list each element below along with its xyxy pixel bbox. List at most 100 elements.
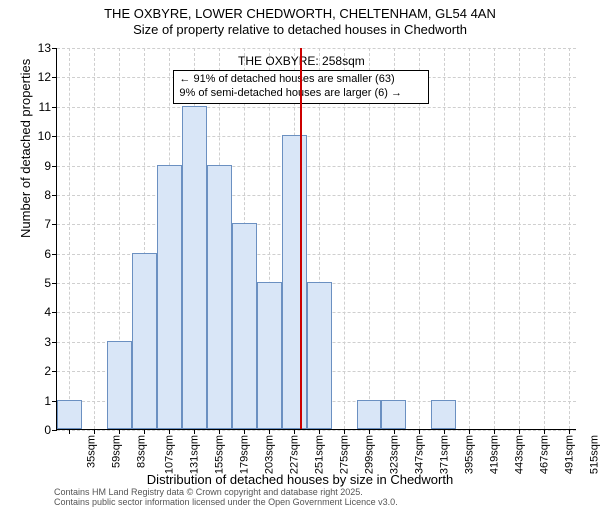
- gridline-v: [94, 48, 95, 429]
- ytick-label: 0: [44, 423, 51, 437]
- xtick-label: 323sqm: [389, 435, 401, 474]
- ytick-label: 2: [44, 364, 51, 378]
- histogram-bar: [207, 165, 232, 429]
- xtick-label: 395sqm: [463, 435, 475, 474]
- xtick-mark: [444, 429, 445, 434]
- gridline-v: [494, 48, 495, 429]
- ytick-mark: [52, 77, 57, 78]
- xtick-mark: [344, 429, 345, 434]
- xtick-label: 371sqm: [438, 435, 450, 474]
- xtick-label: 491sqm: [563, 435, 575, 474]
- ytick-mark: [52, 283, 57, 284]
- histogram-bar: [282, 135, 307, 429]
- gridline-v: [394, 48, 395, 429]
- ytick-mark: [52, 166, 57, 167]
- gridline-h: [57, 166, 576, 167]
- ytick-mark: [52, 107, 57, 108]
- ytick-mark: [52, 430, 57, 431]
- ytick-label: 7: [44, 217, 51, 231]
- histogram-bar: [357, 400, 382, 429]
- gridline-v: [419, 48, 420, 429]
- gridline-h: [57, 224, 576, 225]
- gridline-h: [57, 48, 576, 49]
- ytick-mark: [52, 195, 57, 196]
- histogram-bar: [107, 341, 132, 429]
- xtick-mark: [144, 429, 145, 434]
- xtick-mark: [419, 429, 420, 434]
- ytick-mark: [52, 371, 57, 372]
- gridline-h: [57, 136, 576, 137]
- xtick-label: 107sqm: [164, 435, 176, 474]
- xtick-mark: [94, 429, 95, 434]
- gridline-v: [469, 48, 470, 429]
- ytick-label: 1: [44, 394, 51, 408]
- xtick-mark: [269, 429, 270, 434]
- xtick-mark: [219, 429, 220, 434]
- ytick-label: 6: [44, 247, 51, 261]
- histogram-bar: [307, 282, 332, 429]
- xtick-mark: [394, 429, 395, 434]
- gridline-v: [569, 48, 570, 429]
- footer-attribution: Contains HM Land Registry data © Crown c…: [54, 488, 398, 508]
- xtick-label: 83sqm: [136, 435, 148, 468]
- footer-line-2: Contains public sector information licen…: [54, 498, 398, 508]
- xtick-mark: [494, 429, 495, 434]
- gridline-v: [369, 48, 370, 429]
- xtick-label: 275sqm: [339, 435, 351, 474]
- xtick-label: 155sqm: [214, 435, 226, 474]
- ytick-label: 8: [44, 188, 51, 202]
- histogram-bar: [157, 165, 182, 429]
- gridline-v: [344, 48, 345, 429]
- gridline-v: [544, 48, 545, 429]
- xtick-label: 179sqm: [239, 435, 251, 474]
- ytick-label: 5: [44, 276, 51, 290]
- histogram-bar: [132, 253, 157, 429]
- histogram-bar: [182, 106, 207, 429]
- ytick-mark: [52, 342, 57, 343]
- marker-line: [300, 48, 302, 429]
- ytick-label: 9: [44, 159, 51, 173]
- histogram-bar: [381, 400, 406, 429]
- histogram-bar: [431, 400, 456, 429]
- title-line-2: Size of property relative to detached ho…: [0, 22, 600, 38]
- xtick-label: 35sqm: [86, 435, 98, 468]
- histogram-bar: [57, 400, 82, 429]
- y-axis-label: Number of detached properties: [18, 59, 33, 238]
- xtick-mark: [544, 429, 545, 434]
- xtick-label: 251sqm: [314, 435, 326, 474]
- xtick-mark: [119, 429, 120, 434]
- ytick-mark: [52, 224, 57, 225]
- gridline-h: [57, 430, 576, 431]
- histogram-bar: [232, 223, 257, 429]
- x-axis-label: Distribution of detached houses by size …: [0, 472, 600, 487]
- ytick-label: 11: [39, 100, 51, 114]
- gridline-h: [57, 195, 576, 196]
- xtick-mark: [294, 429, 295, 434]
- xtick-mark: [569, 429, 570, 434]
- ytick-label: 13: [38, 41, 51, 55]
- xtick-label: 347sqm: [414, 435, 426, 474]
- ytick-mark: [52, 136, 57, 137]
- histogram-bar: [257, 282, 282, 429]
- xtick-label: 515sqm: [588, 435, 600, 474]
- xtick-label: 227sqm: [289, 435, 301, 474]
- gridline-h: [57, 107, 576, 108]
- xtick-mark: [369, 429, 370, 434]
- gridline-v: [519, 48, 520, 429]
- ytick-label: 4: [44, 305, 51, 319]
- xtick-mark: [69, 429, 70, 434]
- xtick-mark: [469, 429, 470, 434]
- plot-area: THE OXBYRE: 258sqm ← 91% of detached hou…: [56, 48, 576, 430]
- xtick-label: 467sqm: [538, 435, 550, 474]
- xtick-label: 419sqm: [488, 435, 500, 474]
- xtick-label: 299sqm: [364, 435, 376, 474]
- xtick-label: 203sqm: [264, 435, 276, 474]
- xtick-mark: [169, 429, 170, 434]
- gridline-v: [69, 48, 70, 429]
- xtick-mark: [244, 429, 245, 434]
- ytick-mark: [52, 254, 57, 255]
- title-line-1: THE OXBYRE, LOWER CHEDWORTH, CHELTENHAM,…: [0, 6, 600, 22]
- chart-title: THE OXBYRE, LOWER CHEDWORTH, CHELTENHAM,…: [0, 6, 600, 39]
- xtick-mark: [319, 429, 320, 434]
- ytick-label: 12: [38, 70, 51, 84]
